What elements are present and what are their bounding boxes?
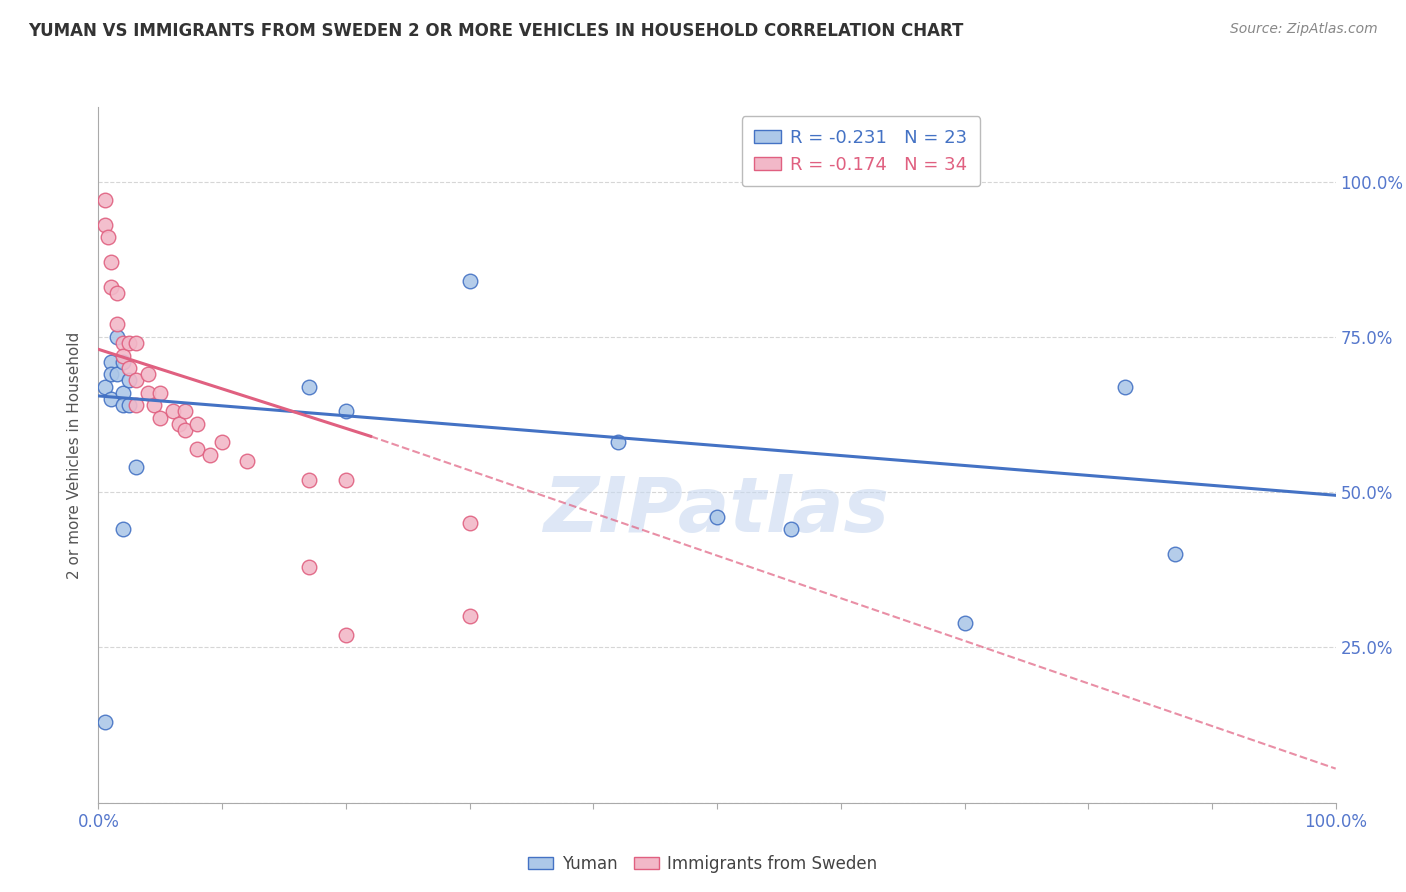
Point [118, 373, 141, 387]
Point [93, 218, 115, 232]
Point [167, 417, 190, 431]
Point [100, 280, 122, 294]
Point [118, 398, 141, 412]
Point [335, 628, 357, 642]
Point [105, 286, 128, 301]
Point [198, 448, 221, 462]
Point [124, 398, 146, 412]
Point [100, 255, 122, 269]
Point [335, 473, 357, 487]
Text: ZIPatlas: ZIPatlas [544, 474, 890, 548]
Point [100, 392, 122, 406]
Point [97, 230, 120, 244]
Point [174, 404, 197, 418]
Point [1114, 379, 1136, 393]
Point [953, 615, 976, 630]
Legend: Yuman, Immigrants from Sweden: Yuman, Immigrants from Sweden [522, 848, 884, 880]
Point [236, 454, 259, 468]
Point [298, 379, 321, 393]
Point [112, 349, 135, 363]
Point [186, 417, 208, 431]
Point [211, 435, 233, 450]
Point [112, 385, 135, 400]
Point [105, 318, 128, 332]
Point [149, 410, 172, 425]
Y-axis label: 2 or more Vehicles in Household: 2 or more Vehicles in Household [67, 331, 83, 579]
Point [458, 274, 481, 288]
Point [105, 367, 128, 381]
Text: Source: ZipAtlas.com: Source: ZipAtlas.com [1230, 22, 1378, 37]
Point [112, 355, 135, 369]
Point [93, 714, 115, 729]
Point [112, 398, 135, 412]
Point [162, 404, 184, 418]
Point [136, 367, 159, 381]
Point [186, 442, 208, 456]
Point [136, 385, 159, 400]
Point [124, 373, 146, 387]
Point [124, 336, 146, 351]
Point [112, 523, 135, 537]
Point [118, 336, 141, 351]
Point [335, 404, 357, 418]
Point [93, 193, 115, 207]
Point [174, 423, 197, 437]
Point [118, 361, 141, 376]
Point [149, 385, 172, 400]
Point [124, 460, 146, 475]
Text: YUMAN VS IMMIGRANTS FROM SWEDEN 2 OR MORE VEHICLES IN HOUSEHOLD CORRELATION CHAR: YUMAN VS IMMIGRANTS FROM SWEDEN 2 OR MOR… [28, 22, 963, 40]
Point [100, 355, 122, 369]
Point [112, 336, 135, 351]
Point [105, 330, 128, 344]
Legend: R = -0.231   N = 23, R = -0.174   N = 34: R = -0.231 N = 23, R = -0.174 N = 34 [742, 116, 980, 186]
Point [706, 510, 728, 524]
Point [93, 379, 115, 393]
Point [298, 559, 321, 574]
Point [780, 523, 803, 537]
Point [298, 473, 321, 487]
Point [607, 435, 630, 450]
Point [100, 367, 122, 381]
Point [1164, 547, 1187, 561]
Point [458, 609, 481, 624]
Point [458, 516, 481, 531]
Point [143, 398, 166, 412]
